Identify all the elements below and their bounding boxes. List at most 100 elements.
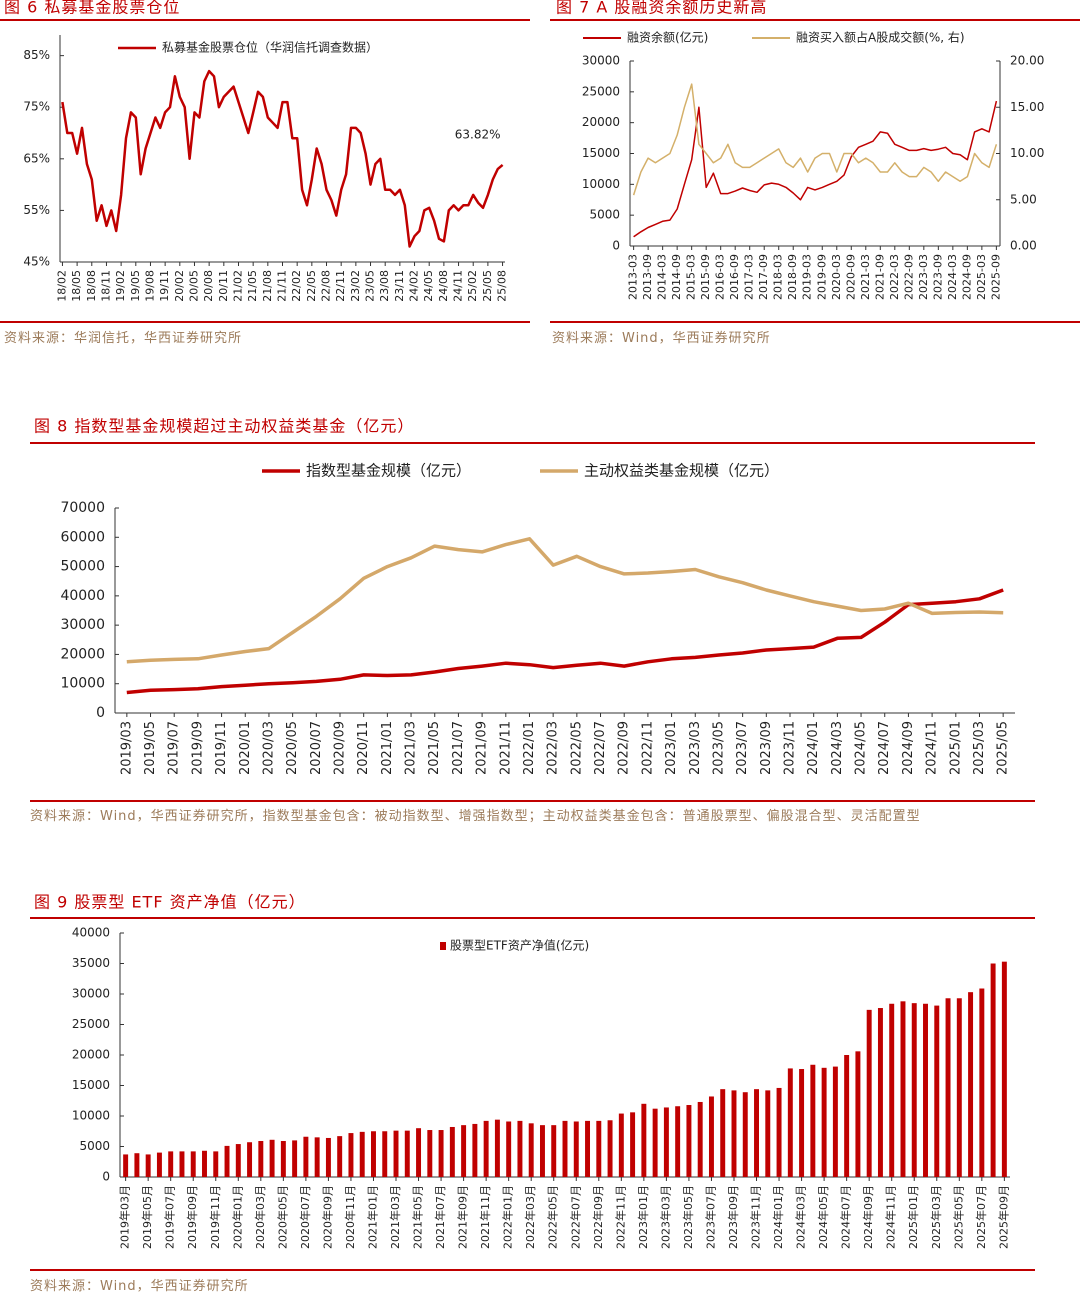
x-tick-label: 2020年09月 bbox=[320, 1185, 334, 1249]
x-tick-label: 2020/09 bbox=[333, 721, 348, 775]
bar bbox=[202, 1150, 207, 1177]
bar bbox=[247, 1142, 253, 1177]
tick-label: 45% bbox=[23, 255, 50, 269]
tick-label: 0 bbox=[102, 1170, 110, 1184]
x-tick-label: 2023/07 bbox=[735, 721, 750, 775]
x-tick-label: 18/11 bbox=[99, 270, 112, 302]
bar bbox=[258, 1141, 264, 1177]
x-tick-label: 21/08 bbox=[261, 270, 274, 302]
x-tick-label: 24/02 bbox=[408, 270, 421, 302]
x-tick-label: 2020/03 bbox=[261, 721, 276, 775]
x-tick-label: 2018-09 bbox=[786, 254, 799, 300]
bar bbox=[134, 1153, 140, 1177]
x-tick-label: 2019年03月 bbox=[118, 1185, 132, 1249]
series-line bbox=[61, 69, 504, 248]
series-line bbox=[633, 100, 998, 238]
bar bbox=[663, 1107, 669, 1177]
x-tick-label: 2019/11 bbox=[214, 721, 229, 775]
x-tick-label: 19/05 bbox=[129, 270, 142, 302]
x-tick-label: 2019/03 bbox=[119, 721, 134, 775]
source-box: 资料来源：Wind，华西证券研究所 bbox=[30, 1279, 248, 1294]
x-tick-label: 2021-03 bbox=[859, 254, 872, 300]
figure-caption: 图 7 A 股融资余额历史新高 bbox=[556, 0, 767, 17]
bar bbox=[607, 1120, 613, 1177]
x-tick-label: 2022/11 bbox=[640, 721, 655, 775]
x-tick-label: 2024年01月 bbox=[771, 1185, 785, 1249]
x-tick-label: 2024/07 bbox=[877, 721, 892, 775]
x-tick-label: 22/11 bbox=[334, 270, 347, 302]
bar bbox=[337, 1136, 343, 1177]
tick-label: 70000 bbox=[60, 500, 105, 516]
x-tick-label: 2025年05月 bbox=[951, 1185, 965, 1249]
x-tick-label: 20/11 bbox=[217, 270, 230, 302]
x-tick-label: 2024-09 bbox=[960, 254, 973, 300]
tick-label: 35000 bbox=[72, 956, 110, 970]
x-tick-label: 2025年07月 bbox=[974, 1185, 988, 1249]
tick-label: 65% bbox=[23, 151, 50, 165]
x-tick-label: 2024/09 bbox=[901, 721, 916, 775]
bar bbox=[427, 1130, 433, 1177]
tick-label: 30000 bbox=[582, 54, 620, 68]
x-tick-label: 23/08 bbox=[378, 270, 391, 302]
source-box: 资料来源：Wind，华西证券研究所，指数型基金包含：被动指数型、增强指数型；主动… bbox=[30, 809, 920, 824]
bar bbox=[461, 1125, 467, 1177]
tick-label: 85% bbox=[23, 48, 50, 62]
bar bbox=[269, 1139, 275, 1177]
tick-label: 15000 bbox=[72, 1078, 110, 1092]
x-tick-label: 2020/11 bbox=[356, 721, 371, 775]
x-tick-label: 20/08 bbox=[202, 270, 215, 302]
x-tick-label: 2023/09 bbox=[759, 721, 774, 775]
x-tick-label: 2023年07月 bbox=[703, 1185, 717, 1249]
bar bbox=[844, 1055, 850, 1177]
bar bbox=[810, 1064, 816, 1177]
bar bbox=[832, 1066, 838, 1177]
bar bbox=[866, 1009, 872, 1177]
figure-caption: 图 9 股票型 ETF 资产净值（亿元） bbox=[34, 893, 306, 912]
bar bbox=[630, 1112, 636, 1177]
bar bbox=[618, 1113, 624, 1177]
bar bbox=[314, 1137, 320, 1177]
legend-swatch bbox=[440, 942, 446, 950]
bar bbox=[1001, 961, 1007, 1177]
x-tick-label: 21/02 bbox=[231, 270, 244, 302]
x-tick-label: 19/11 bbox=[158, 270, 171, 302]
figure-caption: 图 6 私募基金股票仓位 bbox=[4, 0, 180, 17]
x-tick-label: 24/11 bbox=[452, 270, 465, 302]
x-tick-label: 22/08 bbox=[320, 270, 333, 302]
x-tick-label: 2020年01月 bbox=[230, 1185, 244, 1249]
x-tick-label: 2019/07 bbox=[167, 721, 182, 775]
x-tick-label: 2014-09 bbox=[670, 254, 683, 300]
x-tick-label: 2023/05 bbox=[711, 721, 726, 775]
x-tick-label: 2024/01 bbox=[806, 721, 821, 775]
bar bbox=[945, 998, 951, 1177]
bar bbox=[438, 1130, 444, 1177]
tick-label: 10000 bbox=[582, 177, 620, 191]
bar bbox=[889, 1003, 895, 1177]
figure-caption: 图 8 指数型基金规模超过主动权益类基金（亿元） bbox=[34, 417, 414, 436]
bar bbox=[968, 992, 974, 1177]
tick-label: 20.00 bbox=[1010, 54, 1044, 68]
series-line bbox=[632, 83, 998, 196]
bar bbox=[393, 1130, 399, 1177]
x-tick-label: 2021年09月 bbox=[456, 1185, 470, 1249]
x-tick-label: 2022/05 bbox=[569, 721, 584, 775]
bar bbox=[652, 1108, 658, 1177]
bar bbox=[821, 1067, 827, 1177]
x-tick-label: 2016-03 bbox=[714, 254, 727, 300]
x-tick-label: 2021年05月 bbox=[411, 1185, 425, 1249]
x-tick-label: 2025/05 bbox=[996, 721, 1011, 775]
x-tick-label: 23/05 bbox=[364, 270, 377, 302]
bar bbox=[551, 1125, 557, 1177]
bar bbox=[292, 1140, 298, 1177]
x-tick-label: 2021年07月 bbox=[433, 1185, 447, 1249]
bar bbox=[720, 1089, 726, 1177]
source-box: 资料来源：Wind，华西证券研究所 bbox=[552, 331, 770, 346]
x-tick-label: 2017-09 bbox=[757, 254, 770, 300]
bar bbox=[686, 1105, 692, 1177]
x-tick-label: 2021/03 bbox=[404, 721, 419, 775]
x-tick-label: 2025-03 bbox=[975, 254, 988, 300]
x-tick-label: 2023/11 bbox=[783, 721, 798, 775]
x-tick-label: 2020/07 bbox=[309, 721, 324, 775]
